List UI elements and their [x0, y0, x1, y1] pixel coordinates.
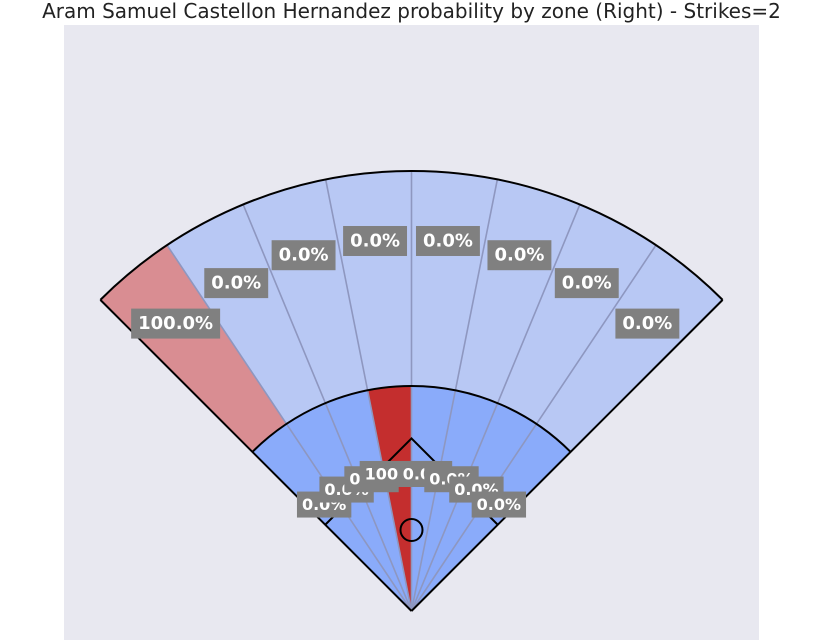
right-foul-line [410, 299, 724, 612]
infield-label-8: 0.0% [471, 491, 527, 518]
outfield-label-box [271, 240, 336, 271]
outfield-label-1: 100.0% [131, 308, 221, 339]
chart-title: Aram Samuel Castellon Hernandez probabil… [42, 0, 781, 23]
outfield-label-text: 0.0% [211, 273, 261, 294]
left-foul-line [99, 299, 413, 612]
field-outlines [99, 170, 724, 612]
infield-label-box [471, 491, 527, 518]
outfield-label-text: 0.0% [279, 245, 329, 266]
outfield-label-text: 100.0% [138, 313, 213, 334]
outfield-label-box [343, 225, 408, 256]
outfield-label-3: 0.0% [271, 240, 336, 271]
outfield-label-text: 0.0% [350, 230, 400, 251]
zone-divider-line [166, 244, 413, 612]
outfield-label-box [204, 268, 269, 299]
infield-arc [251, 385, 572, 453]
outfield-label-box [554, 268, 619, 299]
outfield-label-4: 0.0% [343, 225, 408, 256]
outfield-label-box [487, 240, 552, 271]
pitcher-mound [399, 518, 424, 542]
outfield-label-text: 0.0% [494, 245, 544, 266]
outfield-label-2: 0.0% [204, 268, 269, 299]
outfield-label-6: 0.0% [487, 240, 552, 271]
zone-divider-line [242, 204, 413, 612]
outfield-label-8: 0.0% [615, 308, 680, 339]
outfield-label-box [131, 308, 221, 339]
zone-labels: 100.0%0.0%0.0%0.0% 0.0%0.0%0.0%0.0%0.0%0.… [131, 225, 680, 518]
outfield-label-7: 0.0% [554, 268, 619, 299]
outfield-label-text: 0.0% [562, 273, 612, 294]
outfield-label-box [615, 308, 680, 339]
zone-divider-line [410, 204, 581, 612]
outfield-wall-arc [99, 170, 724, 301]
outfield-label-text: 0.0% [423, 230, 473, 251]
zone-divider-line [410, 244, 657, 612]
outfield-label-text: 0.0% [622, 313, 672, 334]
outfield-label-5: 0.0% [415, 225, 480, 256]
zone-dividers [166, 171, 657, 612]
zone-divider-line [410, 179, 499, 612]
infield-label-text: 0.0% [477, 495, 521, 514]
outfield-label-box [415, 225, 480, 256]
zone-divider-line [324, 179, 413, 612]
